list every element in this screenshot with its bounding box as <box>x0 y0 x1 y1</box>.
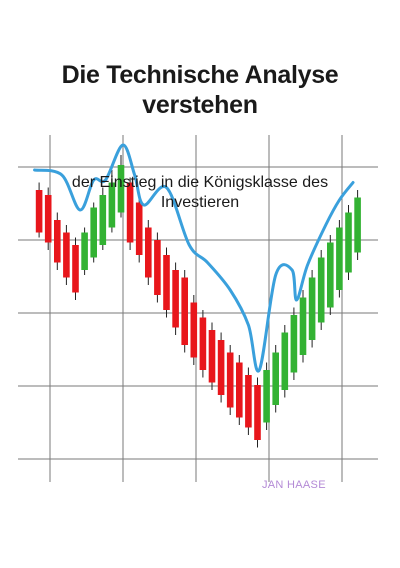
candle-body <box>90 207 97 258</box>
candle-body <box>154 240 161 295</box>
candle-bearish <box>208 322 216 390</box>
candle-bullish <box>90 202 97 263</box>
candle-body <box>281 332 289 390</box>
candle-body <box>254 385 261 440</box>
candle-body <box>263 370 270 423</box>
candle-body <box>336 227 343 290</box>
candle-body <box>81 232 88 270</box>
candle-bullish <box>299 290 307 363</box>
candle-body <box>117 165 125 213</box>
candle-body <box>54 220 61 263</box>
candle-body <box>181 277 188 345</box>
candle-bullish <box>290 307 298 380</box>
candle-body <box>354 197 361 253</box>
candle-body <box>290 315 298 373</box>
candle-bearish <box>44 187 52 250</box>
candle-bearish <box>199 310 207 378</box>
candle-bullish <box>327 235 334 315</box>
candle-bearish <box>154 232 161 303</box>
candle-bearish <box>163 247 170 318</box>
candle-body <box>327 242 334 308</box>
candle-body <box>172 270 179 328</box>
candle-bullish <box>263 362 270 430</box>
candle-body <box>135 202 143 255</box>
candle-bullish <box>281 325 289 398</box>
candle-body <box>72 245 79 293</box>
candle-body <box>35 190 43 233</box>
candle-body <box>299 297 307 355</box>
candle-bullish <box>308 270 316 348</box>
candle-body <box>190 302 198 358</box>
candle-bearish <box>190 295 198 365</box>
candle-body <box>308 277 316 340</box>
candle-body <box>99 195 107 245</box>
candle-bearish <box>126 177 134 250</box>
candle-body <box>236 362 243 418</box>
candle-bullish <box>99 187 107 250</box>
candlestick-series <box>35 155 361 448</box>
candle-bullish <box>108 170 116 233</box>
book-subtitle: der Einstieg in die Königsklasse des Inv… <box>71 174 329 211</box>
candle-bearish <box>35 182 43 238</box>
candle-bullish <box>272 345 279 413</box>
candle-body <box>317 257 325 323</box>
candle-body <box>245 375 252 428</box>
candle-bearish <box>63 225 70 285</box>
candle-bearish <box>181 270 188 353</box>
candle-body <box>108 182 116 228</box>
candle-bearish <box>135 195 143 263</box>
candle-bullish <box>81 227 88 275</box>
trend-line <box>33 143 355 373</box>
candle-bullish <box>117 155 125 218</box>
candle-body <box>63 232 70 278</box>
candle-bearish <box>54 212 61 270</box>
candle-body <box>126 182 134 243</box>
candle-body <box>199 317 207 370</box>
candle-body <box>345 212 352 273</box>
candle-bearish <box>145 220 152 285</box>
candle-body <box>145 227 152 278</box>
candle-body <box>226 352 234 408</box>
author-name: JAN HAASE <box>262 479 326 491</box>
candle-bullish <box>317 250 325 330</box>
candle-bullish <box>336 220 343 298</box>
candle-body <box>272 352 279 405</box>
candle-body <box>217 340 225 395</box>
candle-bearish <box>217 332 225 403</box>
candle-bearish <box>72 237 79 300</box>
candle-body <box>163 255 170 310</box>
candle-body <box>44 195 52 243</box>
candle-body <box>208 330 216 383</box>
candle-bearish <box>226 345 234 415</box>
candle-bearish <box>254 377 261 448</box>
candle-bullish <box>354 190 361 260</box>
candle-bearish <box>245 367 252 435</box>
candle-bearish <box>172 262 179 335</box>
candle-bullish <box>345 205 352 280</box>
book-title: Die Technische Analyse verstehen <box>61 61 339 119</box>
candle-bearish <box>236 355 243 425</box>
